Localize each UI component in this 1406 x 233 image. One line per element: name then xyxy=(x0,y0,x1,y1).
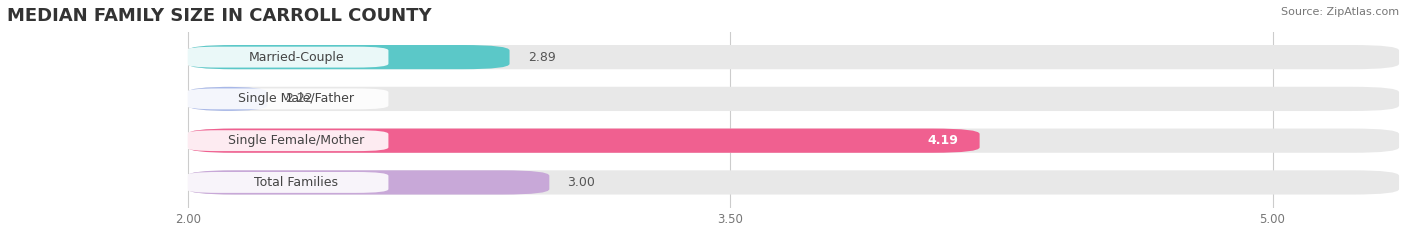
FancyBboxPatch shape xyxy=(188,45,1399,69)
Text: 2.22: 2.22 xyxy=(285,93,314,105)
Text: Single Male/Father: Single Male/Father xyxy=(238,93,354,105)
FancyBboxPatch shape xyxy=(188,170,550,195)
FancyBboxPatch shape xyxy=(188,87,1399,111)
Text: 4.19: 4.19 xyxy=(927,134,957,147)
Text: MEDIAN FAMILY SIZE IN CARROLL COUNTY: MEDIAN FAMILY SIZE IN CARROLL COUNTY xyxy=(7,7,432,25)
FancyBboxPatch shape xyxy=(188,45,509,69)
Text: Single Female/Mother: Single Female/Mother xyxy=(228,134,364,147)
FancyBboxPatch shape xyxy=(186,89,388,109)
FancyBboxPatch shape xyxy=(188,129,980,153)
Text: Married-Couple: Married-Couple xyxy=(249,51,344,64)
FancyBboxPatch shape xyxy=(186,47,388,68)
FancyBboxPatch shape xyxy=(188,170,1399,195)
FancyBboxPatch shape xyxy=(186,172,388,193)
FancyBboxPatch shape xyxy=(188,129,1399,153)
FancyBboxPatch shape xyxy=(188,87,267,111)
FancyBboxPatch shape xyxy=(186,130,388,151)
Text: Source: ZipAtlas.com: Source: ZipAtlas.com xyxy=(1281,7,1399,17)
Text: 2.89: 2.89 xyxy=(527,51,555,64)
Text: 3.00: 3.00 xyxy=(568,176,595,189)
Text: Total Families: Total Families xyxy=(254,176,339,189)
